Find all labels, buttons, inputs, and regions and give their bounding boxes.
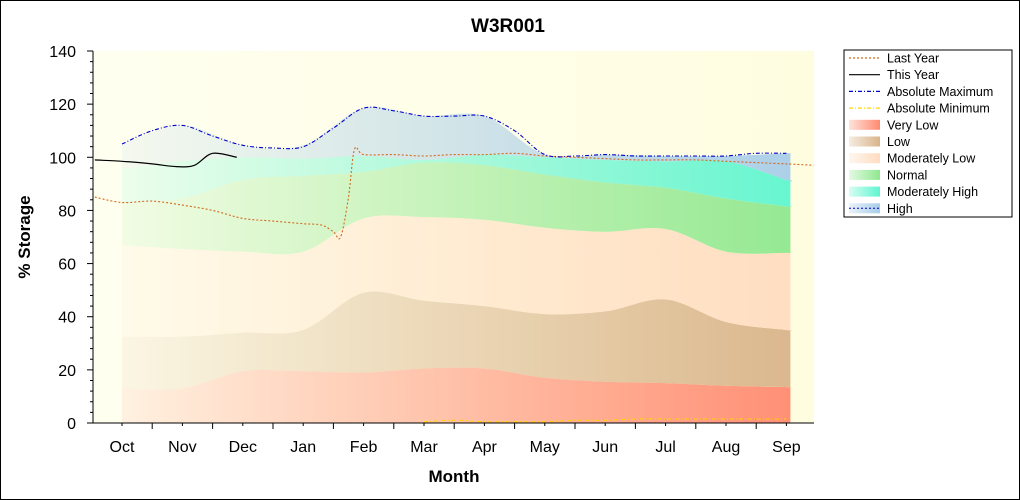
x-tick-label: Jan xyxy=(290,439,316,456)
y-axis-title: % Storage xyxy=(15,195,34,278)
line-this-year xyxy=(94,152,237,168)
legend-swatch-high xyxy=(849,203,880,214)
line-absolute-maximum xyxy=(121,106,787,158)
legend-swatch-moderately-high xyxy=(849,186,880,197)
line-last-year xyxy=(94,146,814,240)
x-tick-label: Feb xyxy=(350,439,378,456)
chart-title: W3R001 xyxy=(471,16,545,37)
y-tick-label: 40 xyxy=(58,310,76,327)
x-tick-label: Apr xyxy=(472,439,498,456)
line-absolute-minimum xyxy=(423,418,787,423)
x-tick-label: Jul xyxy=(655,439,675,456)
legend-label-this-year: This Year xyxy=(887,68,939,82)
band-normal xyxy=(122,162,793,255)
legend-label-last-year: Last Year xyxy=(887,52,939,66)
y-tick-label: 120 xyxy=(49,97,76,114)
bands-layer xyxy=(122,106,793,423)
y-tick-label: 60 xyxy=(58,257,76,274)
legend-label-moderately-high: Moderately High xyxy=(887,185,978,199)
band-low xyxy=(122,291,793,390)
legend-label-high: High xyxy=(887,202,913,216)
band-high xyxy=(122,106,793,182)
y-tick-label: 140 xyxy=(49,44,76,61)
x-tick-label: Oct xyxy=(110,439,135,456)
y-tick-label: 100 xyxy=(49,150,76,167)
band-very-low xyxy=(122,367,793,423)
x-tick-label: May xyxy=(530,439,560,456)
legend-label-low: Low xyxy=(887,135,911,149)
x-tick-label: Mar xyxy=(410,439,438,456)
y-tick-label: 80 xyxy=(58,203,76,220)
legend-label-absolute-minimum: Absolute Minimum xyxy=(887,102,990,116)
axes-layer: 0 20 40 60 80 100 120 140 Oct Nov Dec Jan Feb Mar Apr M… xyxy=(49,44,814,456)
legend-label-absolute-maximum: Absolute Maximum xyxy=(887,85,993,99)
legend-label-moderately-low: Moderately Low xyxy=(887,152,976,166)
y-tick-label: 0 xyxy=(67,416,76,433)
lines-layer xyxy=(94,106,814,423)
legend-swatch-normal xyxy=(849,169,880,180)
band-moderately-high xyxy=(122,154,793,208)
legend-label-normal: Normal xyxy=(887,168,927,182)
legend: Last Year This Year Absolute Maximum Absolu… xyxy=(843,49,1013,218)
legend-swatch-low xyxy=(849,136,880,147)
band-moderately-low xyxy=(122,215,793,337)
legend-swatch-moderately-low xyxy=(849,153,880,164)
x-tick-label: Aug xyxy=(712,439,740,456)
x-tick-label: Jun xyxy=(592,439,618,456)
legend-swatch-very-low xyxy=(849,119,880,130)
x-tick-label: Dec xyxy=(229,439,257,456)
x-tick-label: Sep xyxy=(772,439,801,456)
x-axis-title: Month xyxy=(429,467,480,486)
x-tick-label: Nov xyxy=(168,439,196,456)
legend-label-very-low: Very Low xyxy=(887,118,939,132)
y-tick-label: 20 xyxy=(58,363,76,380)
